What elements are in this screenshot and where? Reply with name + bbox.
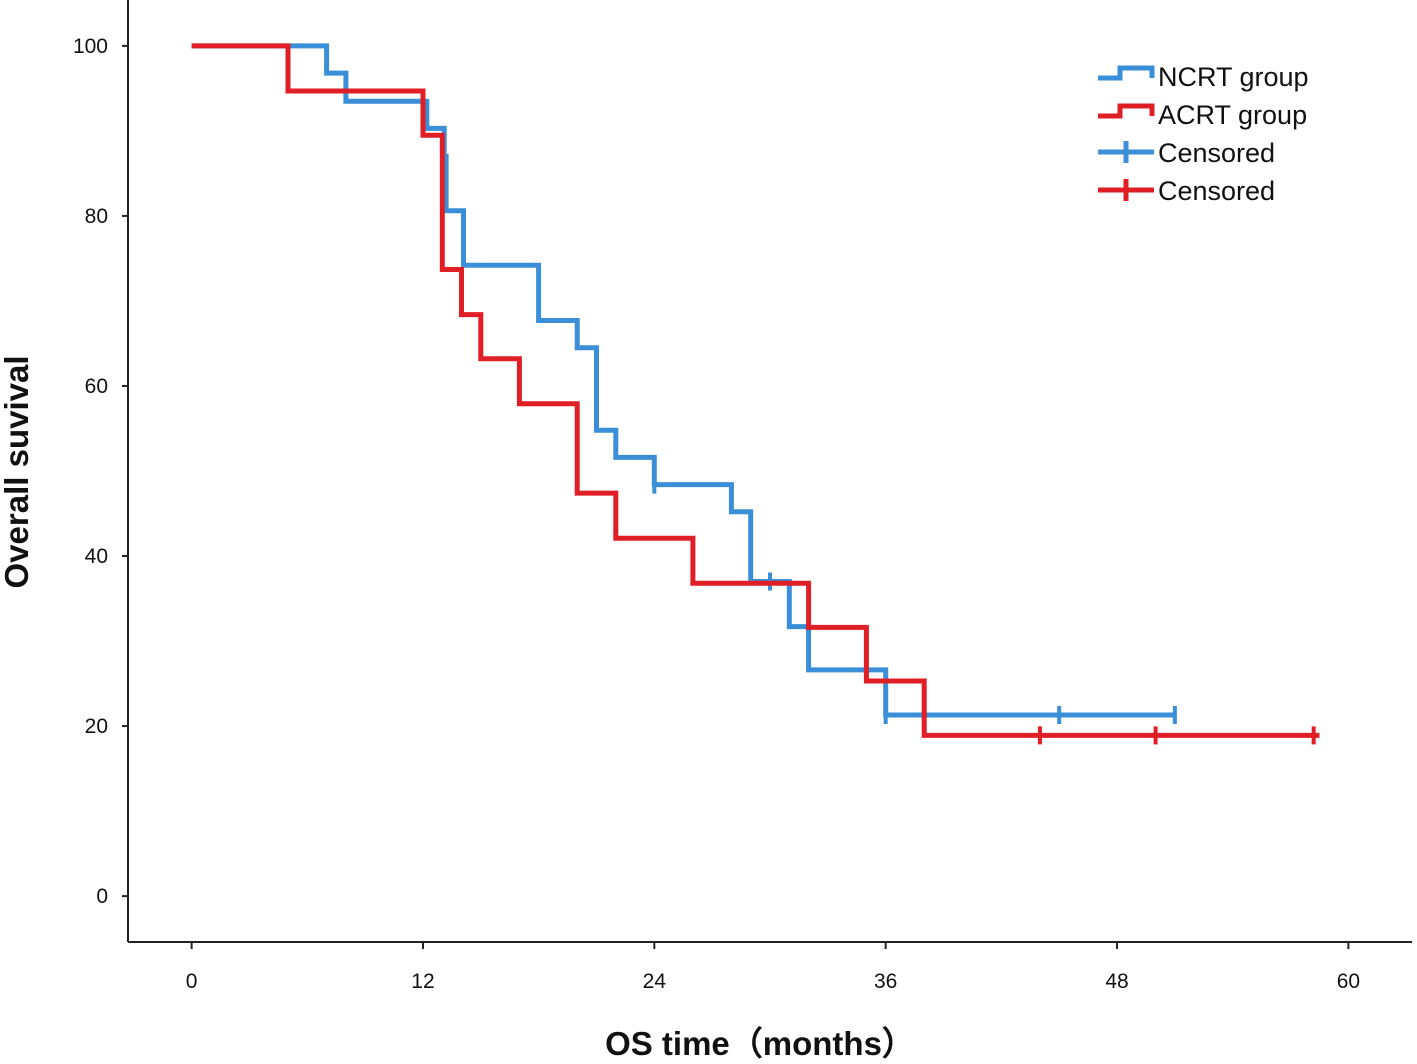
survival-step-line [191,43,1175,718]
y-tick-label: 60 [85,375,108,398]
y-tick-label: 100 [73,35,108,58]
axis-ticks: 0 12 24 36 48 60 0 20 40 60 80 100 [73,35,1360,993]
series-layer [191,43,1320,745]
y-tick-label: 80 [85,205,108,228]
legend-label: NCRT group [1158,62,1309,92]
survival-step-line [191,43,1320,738]
legend-label: Censored [1158,138,1275,168]
legend-item: NCRT group [1098,62,1309,92]
legend-swatch [1098,103,1155,119]
legend-label: Censored [1158,176,1275,206]
series-ncrt [191,43,1177,725]
y-tick-label: 20 [85,715,108,738]
x-tick-label: 0 [186,970,198,993]
y-tick-label: 40 [85,545,108,568]
x-tick-label: 60 [1337,970,1360,993]
series-acrt [191,43,1320,745]
legend-swatch [1098,65,1155,81]
x-tick-label: 48 [1105,970,1128,993]
x-tick-label: 24 [643,970,667,993]
y-axis-title: Overall suvival [0,356,35,589]
legend: NCRT group ACRT group Censored Censored [1098,62,1309,206]
x-tick-label: 12 [411,970,434,993]
y-tick-label: 0 [96,885,108,908]
x-axis-title: OS time（months） [605,1025,915,1062]
legend-item: Censored [1098,176,1275,206]
legend-label: ACRT group [1158,100,1307,130]
x-tick-label: 36 [874,970,897,993]
legend-item: ACRT group [1098,100,1307,130]
legend-item: Censored [1098,138,1275,168]
